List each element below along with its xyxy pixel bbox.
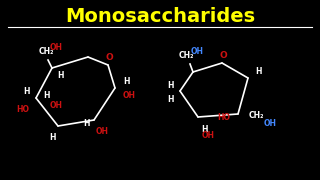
Text: H: H xyxy=(43,91,49,100)
Text: H: H xyxy=(256,68,262,76)
Text: O: O xyxy=(219,51,227,60)
Text: H: H xyxy=(58,71,64,80)
Text: OH: OH xyxy=(50,44,62,53)
Text: H: H xyxy=(83,120,89,129)
Text: Monosaccharides: Monosaccharides xyxy=(65,6,255,26)
Text: H: H xyxy=(167,80,173,89)
Text: H: H xyxy=(49,132,55,141)
Text: OH: OH xyxy=(263,120,276,129)
Text: O: O xyxy=(105,53,113,62)
Text: H: H xyxy=(23,87,29,96)
Text: OH: OH xyxy=(123,91,135,100)
Text: OH: OH xyxy=(202,130,214,140)
Text: HO: HO xyxy=(17,105,29,114)
Text: H: H xyxy=(201,125,207,134)
Text: H: H xyxy=(123,78,129,87)
Text: CH₂: CH₂ xyxy=(38,48,54,57)
Text: OH: OH xyxy=(95,127,108,136)
Text: OH: OH xyxy=(190,48,204,57)
Text: OH: OH xyxy=(50,102,62,111)
Text: CH₂: CH₂ xyxy=(248,111,264,120)
Text: CH₂: CH₂ xyxy=(178,51,194,60)
Text: H: H xyxy=(167,94,173,103)
Text: HO: HO xyxy=(218,112,230,122)
